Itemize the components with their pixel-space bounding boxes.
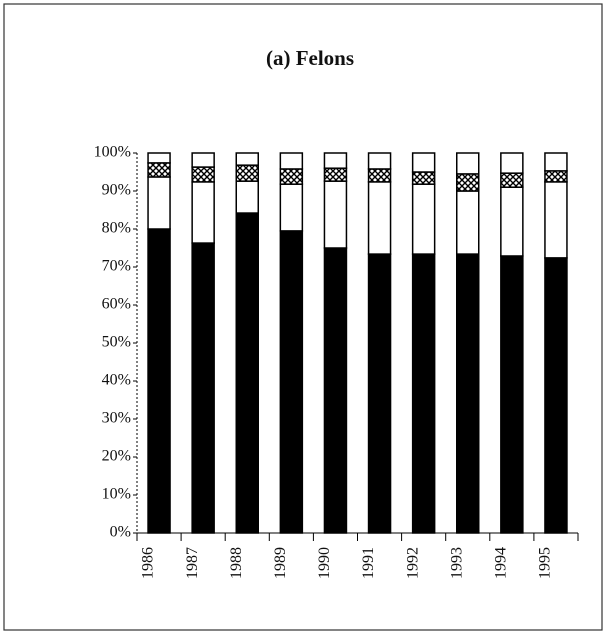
x-tick-label: 1990 xyxy=(316,547,333,579)
y-tick-label: 30% xyxy=(102,410,131,427)
bar-segment xyxy=(191,181,215,244)
x-tick-label: 1992 xyxy=(404,547,421,579)
bar-segment xyxy=(367,168,392,183)
bar-segment xyxy=(147,176,171,230)
y-tick-label: 0% xyxy=(110,524,131,541)
bar-segment xyxy=(147,228,171,534)
bar-segment xyxy=(235,164,259,182)
bar-segment xyxy=(456,190,480,255)
x-tick-label: 1987 xyxy=(184,547,201,579)
bar-segment xyxy=(544,181,568,259)
y-tick-label: 100% xyxy=(94,144,131,161)
bar-segment xyxy=(500,186,524,257)
bar-segment xyxy=(544,257,568,534)
bar-segment xyxy=(367,181,392,255)
bar-segment xyxy=(323,247,348,534)
bar-segment xyxy=(411,171,436,185)
y-tick-label: 10% xyxy=(102,486,131,503)
x-tick-label: 1989 xyxy=(272,547,289,579)
bar-segment xyxy=(323,152,348,169)
y-tick-label: 50% xyxy=(102,334,131,351)
bar-segment xyxy=(235,212,259,534)
bar-segment xyxy=(544,170,568,183)
y-tick-label: 90% xyxy=(102,182,131,199)
bar-segment xyxy=(191,166,215,183)
bar-segment xyxy=(544,152,568,172)
x-tick-label: 1995 xyxy=(537,547,554,579)
bar-segment xyxy=(235,180,259,214)
y-tick-label: 20% xyxy=(102,448,131,465)
bar-segment xyxy=(456,173,480,192)
frame xyxy=(3,3,603,631)
bar-segment xyxy=(500,172,524,188)
chart-title: (a) Felons xyxy=(266,46,354,70)
x-tick-label: 1988 xyxy=(228,547,245,579)
bar-segment xyxy=(279,230,304,534)
bar-segment xyxy=(456,253,480,534)
bar-segment xyxy=(235,152,259,166)
bar-segment xyxy=(323,180,348,249)
x-tick-label: 1993 xyxy=(448,547,465,579)
bar-segment xyxy=(279,152,304,170)
y-tick-label: 80% xyxy=(102,220,131,237)
bar-segment xyxy=(191,152,215,168)
bar-segment xyxy=(323,167,348,182)
bar-segment xyxy=(147,152,171,164)
bar-segment xyxy=(279,183,304,232)
bar-segment xyxy=(500,255,524,534)
bar-segment xyxy=(367,152,392,170)
bar-segment xyxy=(500,152,524,174)
y-tick-label: 70% xyxy=(102,258,131,275)
bar-segment xyxy=(411,152,436,173)
bar-segment xyxy=(191,242,215,534)
bar-segment xyxy=(279,168,304,185)
bar-segment xyxy=(456,152,480,175)
x-tick-label: 1986 xyxy=(140,547,157,579)
x-tick-label: 1994 xyxy=(492,547,509,579)
bar-segment xyxy=(147,162,171,178)
bar-segment xyxy=(367,253,392,534)
y-tick-label: 60% xyxy=(102,296,131,313)
bar-segment xyxy=(411,253,436,534)
bar-segment xyxy=(411,183,436,255)
x-tick-label: 1991 xyxy=(360,547,377,579)
y-tick-label: 40% xyxy=(102,372,131,389)
